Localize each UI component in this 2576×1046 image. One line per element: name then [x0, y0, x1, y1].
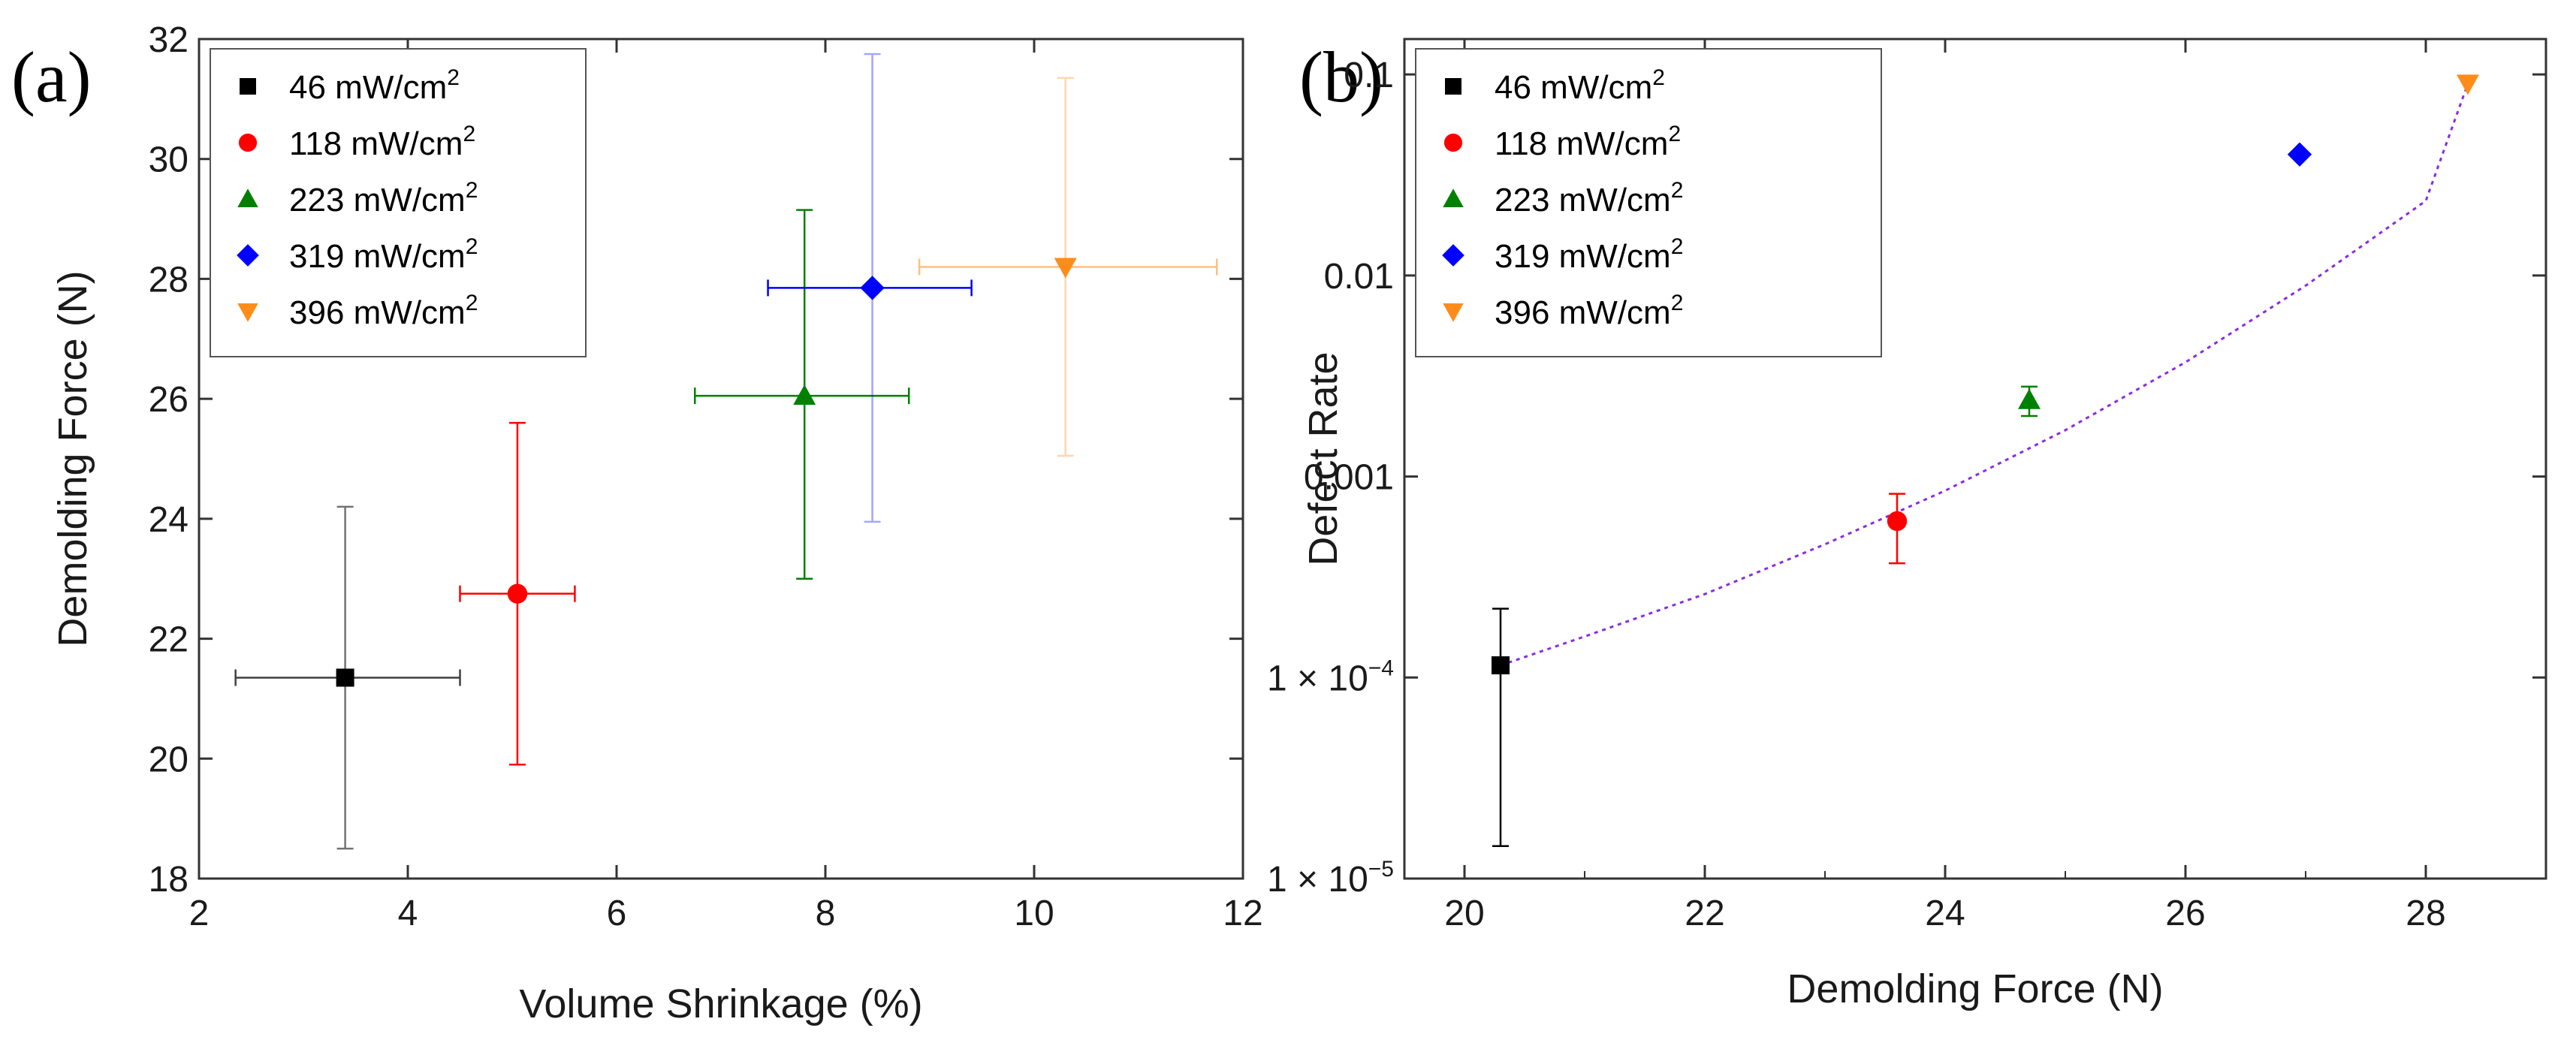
panel-b-x-tick-label: 28	[2406, 894, 2445, 933]
panel-a-legend-label: 46 mW/cm2	[289, 65, 460, 106]
panel-a-legend-marker	[240, 78, 256, 95]
panel-a-x-tick-label: 8	[816, 894, 836, 933]
panel-a-legend-marker	[238, 133, 258, 152]
panel-b-y-tick-label: 1 × 10−4	[1267, 656, 1394, 698]
panel-b-legend-label: 46 mW/cm2	[1495, 65, 1665, 106]
panel-a-x-tick-label: 6	[607, 894, 627, 933]
panel-b-point-118	[1887, 511, 1908, 532]
panel-a-label: (a)	[11, 37, 92, 117]
panel-a-legend-label: 396 mW/cm2	[289, 291, 478, 331]
panel-b-legend-box	[1415, 48, 1882, 357]
panel-a-y-tick-label: 20	[149, 740, 189, 779]
panel-b-label: (b)	[1299, 37, 1383, 117]
panel-a-point-223	[793, 384, 816, 405]
panel-a-legend-label: 223 mW/cm2	[289, 178, 478, 219]
panel-b-y-tick-label: 0.01	[1324, 257, 1394, 297]
panel-a-legend: 46 mW/cm2 118 mW/cm2 223 mW/cm2 319 mW/cm2 3…	[210, 48, 587, 357]
panel-b-x-axis-title: Demolding Force (N)	[1787, 966, 2163, 1011]
panel-b-legend-marker	[1443, 133, 1463, 152]
panel-b-point-396	[2457, 74, 2479, 95]
panel-a-data	[234, 53, 1218, 850]
panel-b-plot-frame	[1403, 38, 2547, 880]
panel-a-x-tick-label: 4	[398, 894, 418, 933]
panel-a-legend-marker	[237, 303, 258, 322]
panel-b-ticks: 20 22 24 26 28 1 × 10−5 1 × 10−4 0.001 0.01 0.1	[1267, 39, 2547, 933]
panel-a-legend-label: 319 mW/cm2	[289, 234, 478, 275]
panel-b-point-223	[2018, 388, 2041, 409]
panel-a-plot-frame	[198, 38, 1244, 880]
panel-a-point-396	[1054, 258, 1077, 279]
panel-a-point-118	[507, 583, 528, 604]
panel-b-point-46	[1492, 656, 1510, 675]
panel-a-x-tick-label: 10	[1014, 894, 1054, 933]
panel-b-legend-marker	[1443, 188, 1464, 207]
panel-b-legend-label: 223 mW/cm2	[1495, 178, 1683, 219]
panel-b-chart: (b) 20 22 24 26 28 1 × 10−5 1 × 10−4 0.001 0.01 0…	[1267, 37, 2547, 1011]
panel-b-legend-label: 118 mW/cm2	[1495, 122, 1681, 162]
panel-a-y-tick-label: 18	[149, 860, 189, 900]
panel-b-x-tick-label: 22	[1685, 894, 1724, 933]
panel-b-legend: 46 mW/cm2 118 mW/cm2 223 mW/cm2 319 mW/cm2 3…	[1415, 48, 1882, 357]
panel-b-x-tick-label: 20	[1444, 894, 1484, 933]
panel-a-x-tick-label: 12	[1223, 894, 1262, 933]
panel-b-legend-marker	[1442, 244, 1464, 267]
panel-b-yerr-46	[1492, 607, 1509, 848]
panel-b-y-tick-label: 0.001	[1304, 458, 1394, 498]
panel-b-y-axis-title: Defect Rate	[1301, 351, 1346, 565]
panel-b-x-tick-label: 26	[2165, 894, 2205, 933]
panel-b-data	[1492, 74, 2479, 848]
panel-a-y-tick-label: 24	[149, 500, 189, 540]
panel-a-legend-label: 118 mW/cm2	[289, 122, 475, 162]
panel-a-x-tick-label: 2	[189, 894, 210, 933]
panel-a-y-tick-label: 28	[149, 260, 189, 300]
panel-a-y-tick-label: 32	[149, 20, 189, 60]
panel-a-y-axis-title: Demolding Force (N)	[50, 270, 95, 647]
panel-a-point-46	[336, 668, 354, 687]
panel-b-x-tick-label: 24	[1925, 894, 1965, 933]
panel-b-point-319	[2287, 142, 2312, 167]
panel-b-legend-label: 396 mW/cm2	[1495, 291, 1683, 331]
panel-b-y-tick-label: 0.1	[1344, 56, 1394, 95]
panel-a-y-tick-label: 26	[149, 380, 189, 420]
panel-a-legend-marker	[237, 188, 258, 207]
panel-b-y-tick-label: 1 × 10−5	[1267, 857, 1394, 900]
panel-a-y-tick-label: 30	[149, 140, 189, 180]
panel-a-point-319	[860, 276, 885, 300]
panel-a-legend-box	[210, 48, 587, 357]
panel-a-legend-marker	[237, 244, 259, 267]
panel-a-y-tick-label: 22	[149, 620, 189, 660]
panel-b-fit-line	[1500, 83, 2469, 667]
panel-b-legend-marker	[1443, 303, 1464, 322]
panel-b-legend-label: 319 mW/cm2	[1495, 234, 1683, 275]
panel-a-x-axis-title: Volume Shrinkage (%)	[519, 981, 922, 1026]
panel-b-legend-marker	[1445, 78, 1461, 95]
